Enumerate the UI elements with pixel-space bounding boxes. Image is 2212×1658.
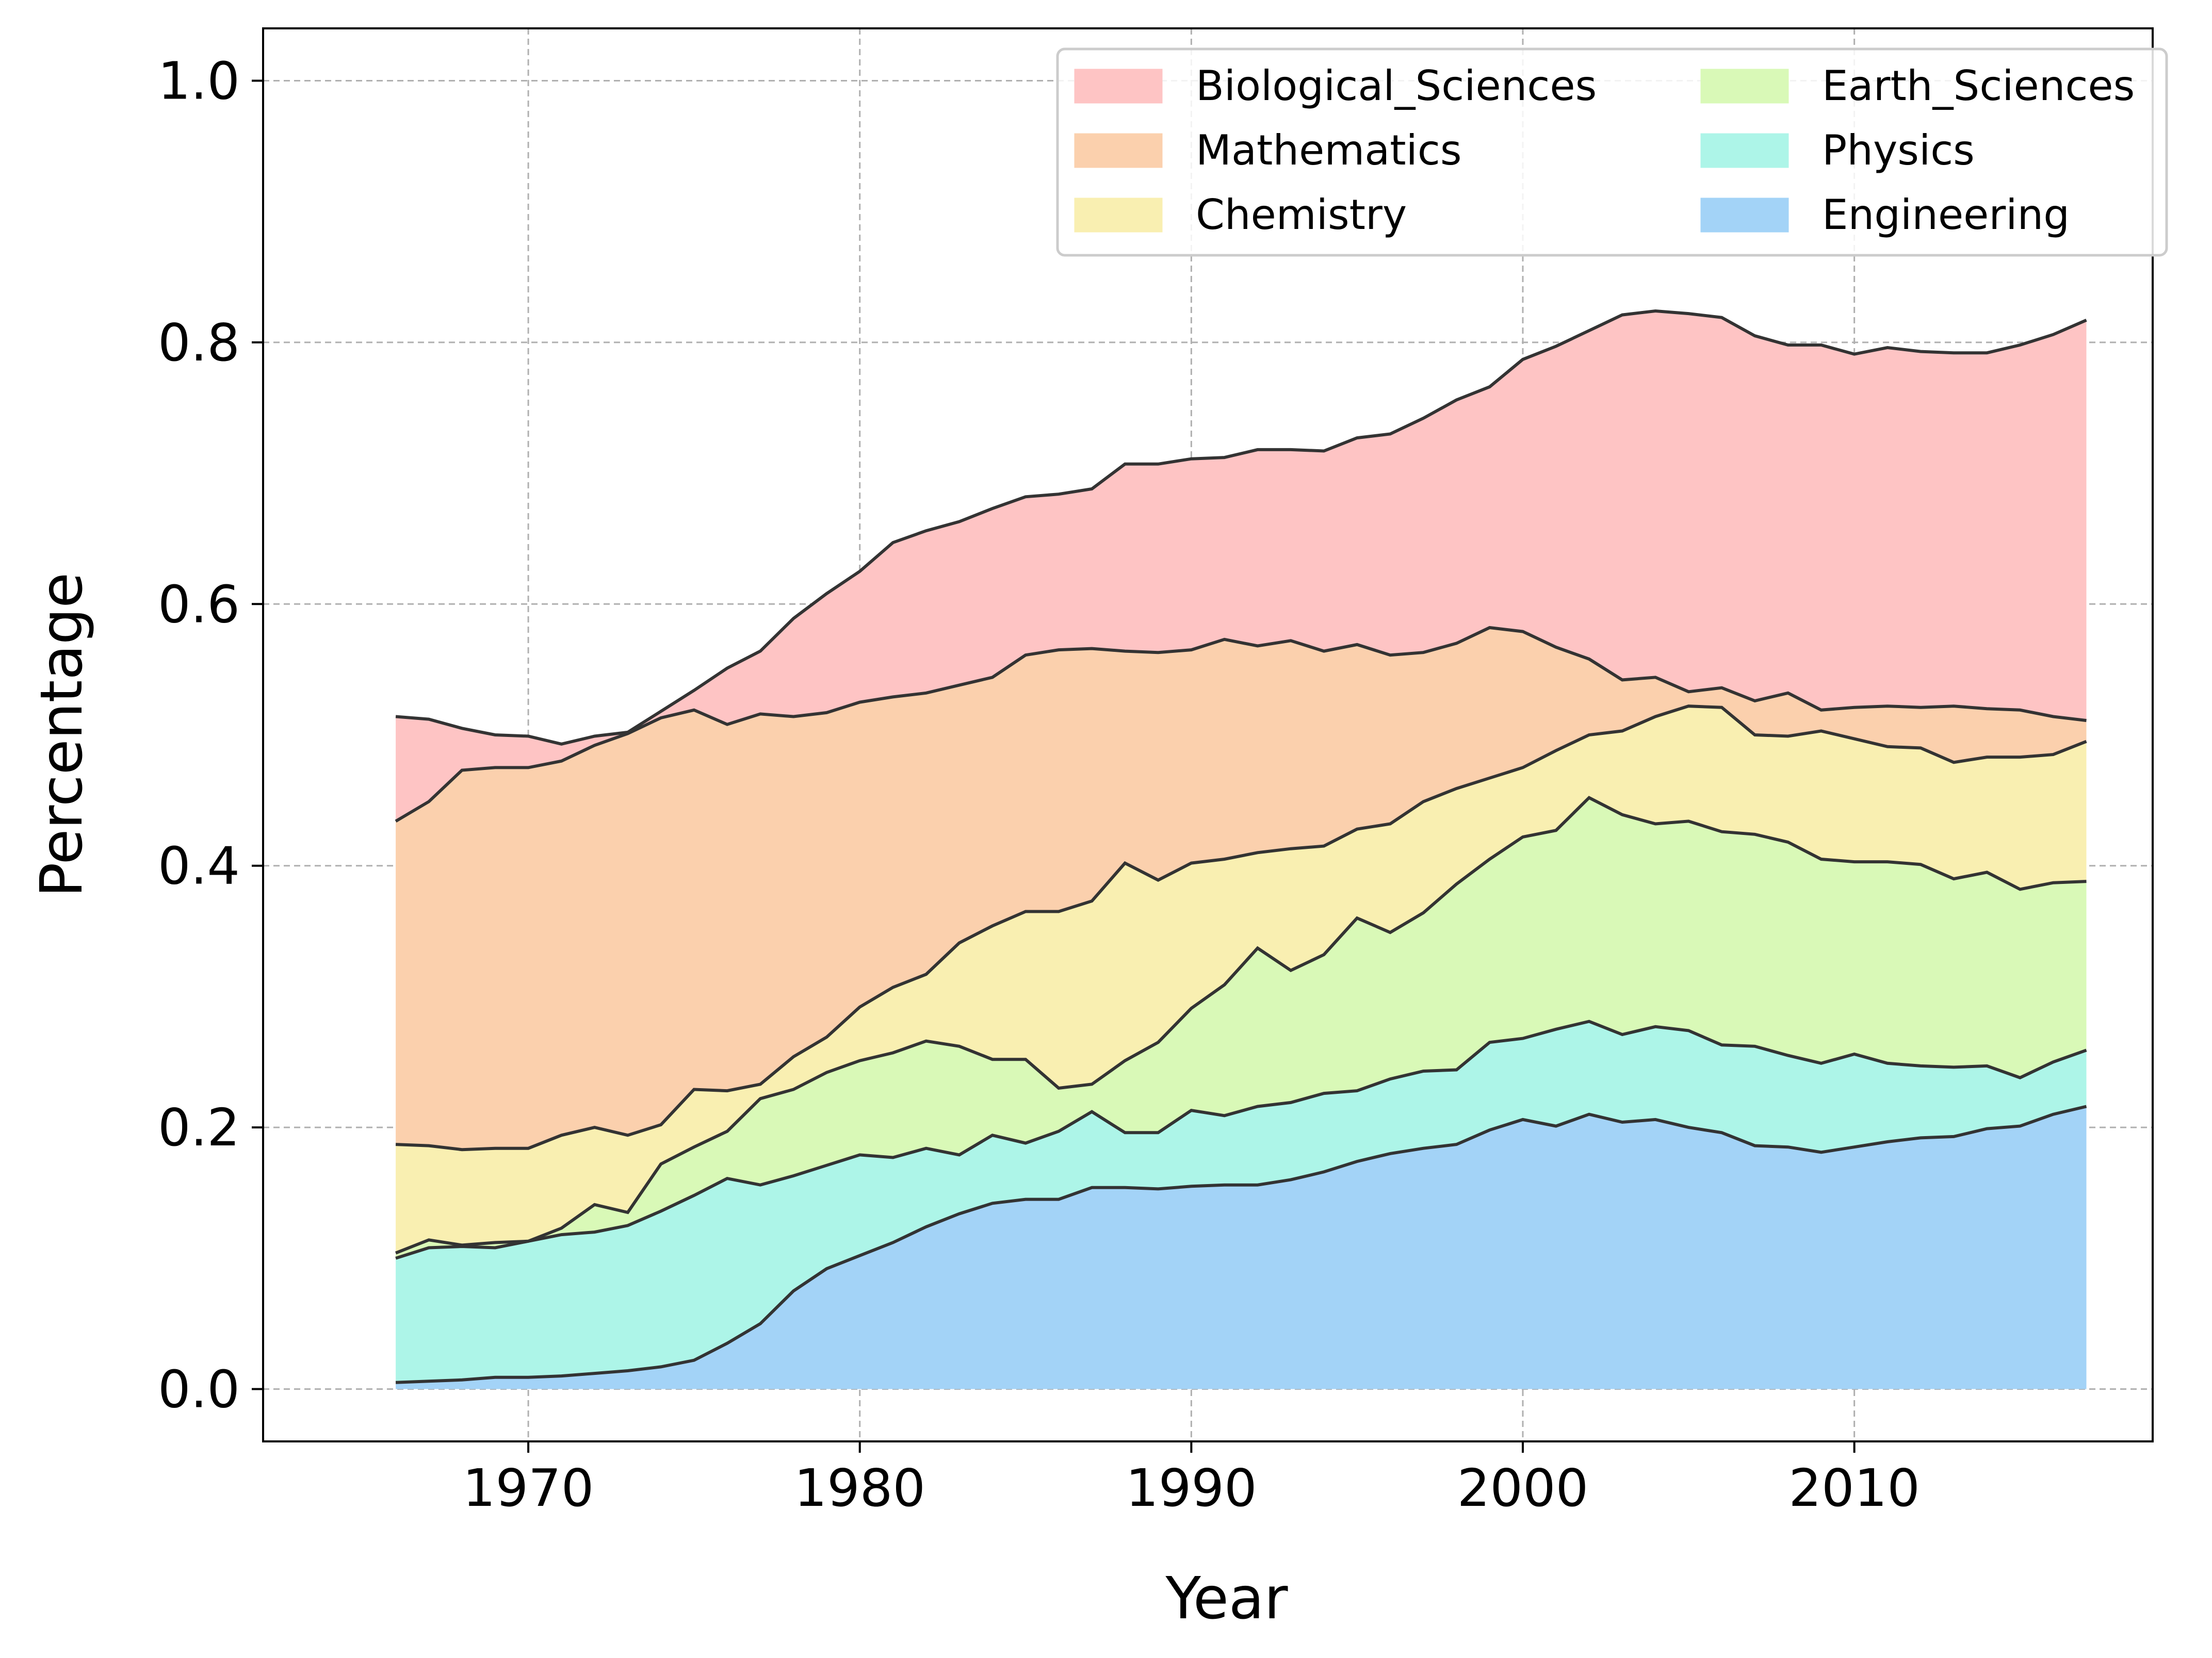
legend-label-earth-sciences: Earth_Sciences — [1822, 62, 2135, 110]
legend-label-biological-sciences: Biological_Sciences — [1196, 62, 1597, 110]
legend-swatch-mathematics — [1074, 133, 1163, 168]
x-tick-label: 2000 — [1457, 1458, 1589, 1518]
legend-swatch-biological-sciences — [1074, 69, 1163, 104]
area-physics — [396, 1021, 2087, 1383]
y-tick-label: 0.4 — [158, 836, 240, 896]
series-lines — [395, 309, 2087, 1384]
line-engineering — [395, 1105, 2087, 1384]
area-earth-sciences — [396, 797, 2087, 1258]
area-mathematics — [396, 628, 2087, 1150]
legend: Biological_Sciences Mathematics Chemistry E… — [1056, 47, 2168, 257]
y-tick-label: 1.0 — [158, 51, 240, 111]
x-axis-label: Year — [1165, 1565, 1288, 1632]
y-tick-label: 0.0 — [158, 1359, 240, 1420]
area-layers — [396, 311, 2087, 1389]
line-mathematics — [395, 626, 2087, 823]
area-engineering — [396, 1106, 2087, 1389]
x-tick-label: 2010 — [1788, 1458, 1920, 1518]
x-tick-label: 1980 — [794, 1458, 925, 1518]
axis-ticks: 1970 1980 1990 2000 2010 0.0 0.2 0.4 0.6 0.8 1.0 — [158, 51, 1920, 1518]
line-physics — [395, 1020, 2087, 1260]
y-tick-label: 0.6 — [158, 574, 240, 634]
area-biological-sciences — [396, 311, 2087, 822]
plot-frame — [262, 27, 2154, 1442]
y-tick-label: 0.2 — [158, 1097, 240, 1158]
legend-box — [1056, 47, 2168, 257]
x-tick-label: 1990 — [1126, 1458, 1257, 1518]
line-biological-sciences — [395, 309, 2087, 746]
legend-swatch-physics — [1700, 133, 1789, 168]
legend-label-mathematics: Mathematics — [1196, 126, 1462, 174]
y-tick-label: 0.8 — [158, 313, 240, 373]
legend-swatch-chemistry — [1074, 198, 1163, 233]
line-chemistry — [395, 704, 2087, 1152]
legend-label-engineering: Engineering — [1822, 191, 2070, 239]
legend-label-chemistry: Chemistry — [1196, 191, 1407, 239]
legend-label-physics: Physics — [1822, 126, 1975, 174]
area-chemistry — [396, 706, 2087, 1253]
legend-swatch-engineering — [1700, 198, 1789, 233]
y-axis-label: Percentage — [28, 572, 95, 897]
line-earth-sciences — [395, 796, 2087, 1255]
x-tick-label: 1970 — [463, 1458, 594, 1518]
legend-swatch-earth-sciences — [1700, 69, 1789, 104]
